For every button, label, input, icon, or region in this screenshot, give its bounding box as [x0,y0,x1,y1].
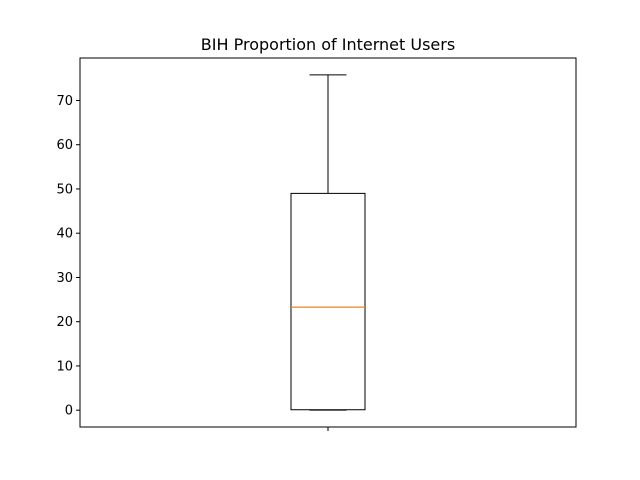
boxes [290,74,366,411]
y-tick-label: 40 [56,227,73,242]
y-tick-label: 70 [56,94,73,109]
y-tick-label: 30 [56,271,73,286]
y-axis: 0 10 20 30 40 50 60 70 [56,94,80,419]
y-tick-label: 20 [56,315,73,330]
iqr-box [290,192,366,411]
chart-title: BIH Proportion of Internet Users [201,35,455,54]
y-tick-label: 50 [56,182,73,197]
y-tick-label: 10 [56,359,73,374]
y-tick-label: 60 [56,138,73,153]
y-tick-label: 0 [65,404,73,419]
box-group [290,74,366,411]
